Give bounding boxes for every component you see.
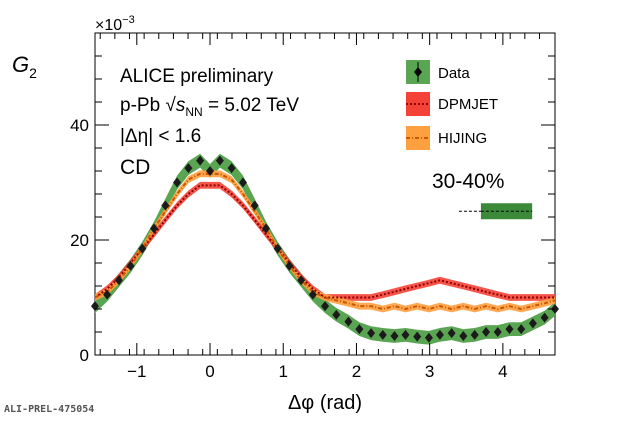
y-scale-label: ×10−3 bbox=[95, 14, 135, 34]
data-point bbox=[505, 324, 514, 335]
data-baseline-marker bbox=[458, 203, 533, 220]
y-tick-label: 20 bbox=[70, 231, 89, 250]
legend-label-data: Data bbox=[438, 65, 470, 82]
annotation-eta-gap: |Δη| < 1.6 bbox=[120, 126, 201, 147]
data-point bbox=[138, 243, 147, 254]
reference-label: ALI-PREL-475054 bbox=[4, 404, 95, 415]
data-point bbox=[424, 332, 433, 343]
data-point bbox=[355, 324, 364, 335]
data-point bbox=[308, 289, 317, 300]
legend-label-dpmjet: DPMJET bbox=[438, 96, 498, 113]
y-axis-label-subscript: 2 bbox=[29, 65, 37, 81]
data-point bbox=[367, 328, 376, 339]
y-axis-label: G2 bbox=[12, 52, 37, 81]
data-point bbox=[482, 327, 491, 337]
legend-label-hijing: HIJING bbox=[438, 130, 487, 147]
x-tick-label: 2 bbox=[352, 362, 361, 381]
line-hijing bbox=[94, 172, 556, 311]
y-tick-label: 0 bbox=[80, 346, 89, 365]
data-point bbox=[250, 200, 259, 211]
x-axis-label: Δφ (rad) bbox=[288, 392, 362, 414]
annotation-collision-system: p-Pb √sNN = 5.02 TeV bbox=[120, 95, 299, 119]
data-point bbox=[390, 331, 399, 342]
data-point bbox=[206, 166, 215, 176]
x-tick-label: 0 bbox=[205, 362, 214, 381]
data-point bbox=[470, 329, 479, 340]
line-dpmjet bbox=[94, 184, 555, 299]
data-point bbox=[540, 312, 549, 323]
data-point bbox=[196, 155, 205, 166]
x-tick-label: 3 bbox=[425, 362, 434, 381]
data-point bbox=[262, 223, 271, 234]
series-lines bbox=[94, 172, 556, 311]
x-tick-label: 4 bbox=[498, 362, 507, 381]
data-markers bbox=[91, 155, 559, 343]
x-tick-label: 1 bbox=[278, 362, 287, 381]
data-point bbox=[273, 243, 282, 254]
data-point bbox=[184, 163, 193, 174]
data-point bbox=[459, 331, 468, 342]
data-point bbox=[493, 327, 502, 337]
data-point bbox=[126, 260, 135, 271]
data-point bbox=[435, 329, 444, 340]
annotation-centrality: 30-40% bbox=[432, 170, 504, 193]
data-point bbox=[285, 260, 294, 271]
annotation-alice-preliminary: ALICE preliminary bbox=[120, 66, 274, 87]
band-dpmjet bbox=[95, 181, 555, 301]
data-point bbox=[413, 331, 422, 342]
legend-item-data: Data bbox=[406, 60, 470, 84]
legend-item-hijing: HIJING bbox=[406, 126, 487, 150]
annotation-cd: CD bbox=[120, 156, 150, 179]
y-scale-exponent: −3 bbox=[122, 14, 135, 26]
data-point bbox=[332, 309, 341, 320]
legend-marker-data bbox=[414, 67, 422, 77]
data-point bbox=[150, 223, 159, 234]
data-point bbox=[447, 328, 456, 339]
data-point bbox=[321, 301, 330, 312]
data-point bbox=[297, 275, 306, 286]
data-point bbox=[173, 177, 182, 188]
data-point bbox=[401, 329, 410, 340]
data-point bbox=[378, 329, 387, 340]
legend: Data DPMJET HIJING bbox=[406, 60, 498, 150]
data-point bbox=[227, 163, 236, 174]
data-point bbox=[517, 324, 526, 335]
legend-item-dpmjet: DPMJET bbox=[406, 92, 498, 116]
data-point bbox=[103, 289, 112, 300]
data-point bbox=[238, 177, 247, 188]
data-point bbox=[215, 155, 224, 166]
data-point bbox=[114, 275, 123, 286]
data-point bbox=[528, 318, 537, 329]
x-tick-label: −1 bbox=[127, 362, 146, 381]
data-point bbox=[161, 200, 170, 211]
y-tick-label: 40 bbox=[70, 116, 89, 135]
data-point bbox=[344, 316, 353, 327]
